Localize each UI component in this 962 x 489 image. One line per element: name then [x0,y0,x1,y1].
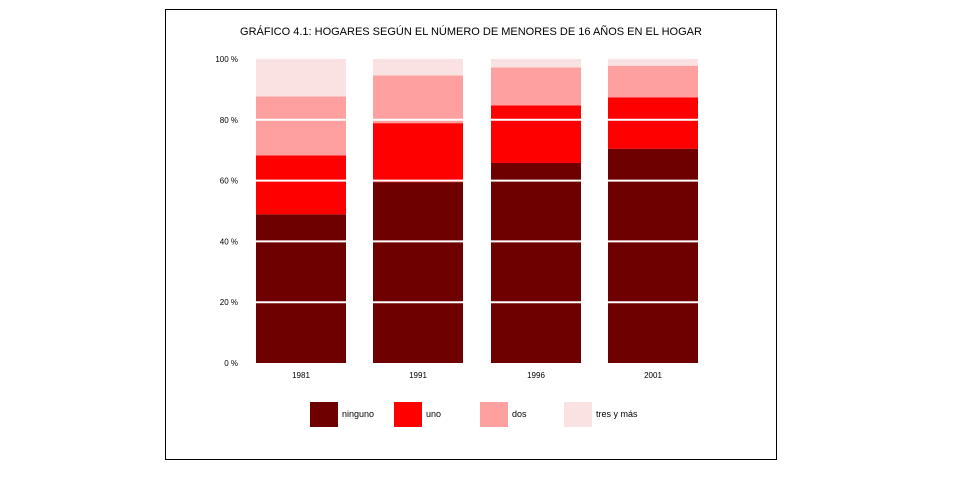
x-tick-label: 1991 [409,371,427,380]
bars-layer [256,59,698,363]
legend-label: dos [512,409,527,419]
bar-segment-uno-2001 [608,97,698,149]
y-tick-label: 100 % [215,55,238,64]
bar-segment-dos-1996 [491,67,581,106]
legend-swatch-ninguno [310,402,338,427]
bar-segment-ninguno-2001 [608,148,698,363]
x-axis: 1981 1991 1996 2001 [292,371,662,380]
legend-label: tres y más [596,409,638,419]
gridlines-layer [238,118,711,304]
bar-segment-dos-1991 [373,75,463,124]
chart-frame: GRÁFICO 4.1: HOGARES SEGÚN EL NÚMERO DE … [165,9,777,460]
legend-label: uno [426,409,441,419]
bar-segment-ninguno-1996 [491,162,581,363]
stacked-bar-chart: 0 % 20 % 40 % 60 % 80 % 100 % 1981 1991 1996 200… [215,55,711,427]
bar-segment-ninguno-1991 [373,182,463,363]
bar-segment-uno-1981 [256,155,346,215]
bar-segment-dos-1981 [256,96,346,156]
y-tick-label: 0 % [224,359,238,368]
bar-segment-tres-y-más-1991 [373,59,463,76]
bar-segment-ninguno-1981 [256,214,346,363]
legend-swatch-tres-y-más [564,402,592,427]
chart-title: GRÁFICO 4.1: HOGARES SEGÚN EL NÚMERO DE … [240,26,702,38]
x-tick-label: 1981 [292,371,310,380]
bar-segment-uno-1991 [373,123,463,183]
y-tick-label: 80 % [220,116,238,125]
y-tick-label: 20 % [220,298,238,307]
legend-swatch-uno [394,402,422,427]
y-axis: 0 % 20 % 40 % 60 % 80 % 100 % [215,55,238,368]
y-tick-label: 40 % [220,237,238,246]
x-tick-label: 1996 [527,371,545,380]
legend-label: ninguno [342,409,374,419]
y-tick-label: 60 % [220,177,238,186]
bar-segment-dos-2001 [608,65,698,98]
legend-swatch-dos [480,402,508,427]
bar-segment-tres-y-más-1981 [256,59,346,97]
x-tick-label: 2001 [644,371,662,380]
bar-segment-tres-y-más-1996 [491,59,581,68]
bar-segment-tres-y-más-2001 [608,59,698,66]
legend: ninguno uno dos tres y más [310,402,638,427]
bar-segment-uno-1996 [491,105,581,163]
